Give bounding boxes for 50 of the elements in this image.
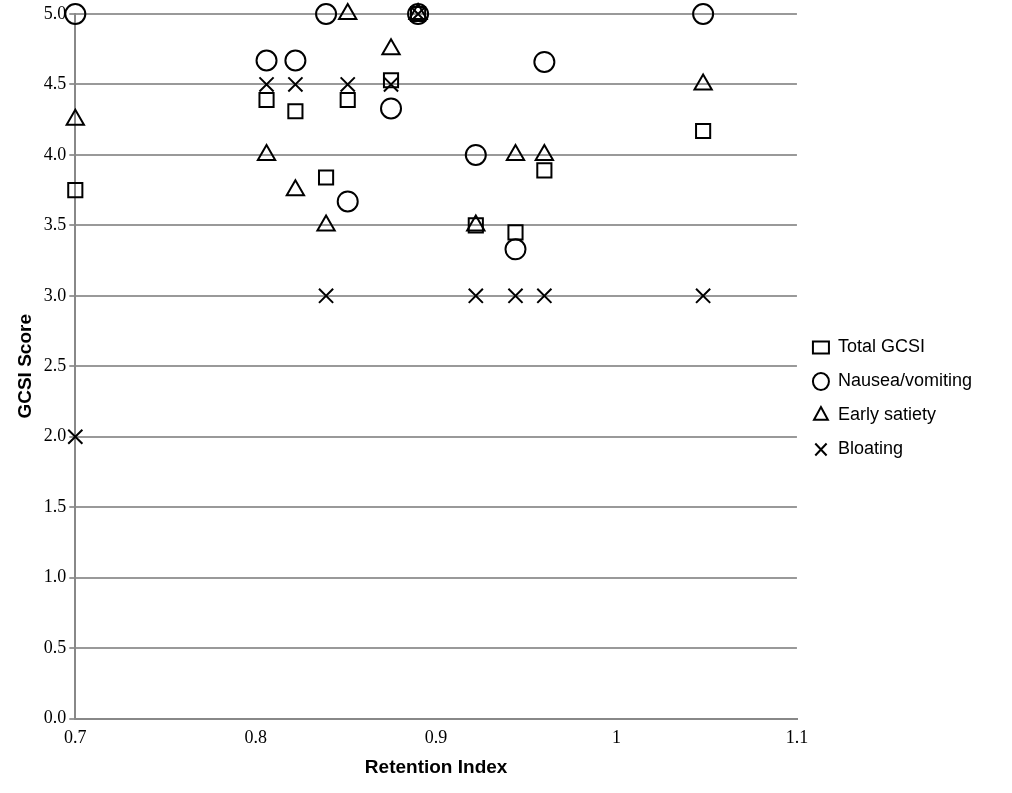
x-tick-label: 1 — [612, 727, 622, 748]
y-tick-label: 3.0 — [43, 284, 67, 305]
y-tick-label: 0.5 — [43, 636, 67, 657]
point — [380, 97, 403, 120]
x-axis-title: Retention Index — [364, 755, 508, 777]
point — [507, 287, 524, 304]
y-tick-label: 4.0 — [43, 143, 67, 164]
y-tick-label: 1.0 — [43, 566, 67, 587]
point — [255, 49, 278, 72]
point — [284, 49, 307, 72]
point — [258, 76, 275, 93]
point — [382, 76, 400, 93]
y-tick-label: 2.0 — [43, 425, 67, 446]
point — [533, 50, 556, 73]
point — [467, 287, 484, 304]
point — [336, 190, 359, 213]
x-tick-label: 0.7 — [64, 727, 87, 748]
legend-label: Bloating — [837, 438, 903, 459]
point — [695, 287, 712, 304]
point — [339, 91, 356, 109]
point — [692, 3, 715, 25]
y-tick-label: 4.5 — [43, 73, 67, 94]
point — [504, 238, 527, 261]
legend-label: Early satiety — [837, 404, 936, 425]
point — [318, 169, 335, 186]
point — [318, 287, 335, 304]
x-tick-label: 0.8 — [244, 727, 267, 748]
point — [67, 428, 84, 445]
y-tick-label: 3.5 — [43, 214, 67, 235]
point — [507, 224, 524, 241]
point — [287, 103, 304, 120]
point — [536, 162, 553, 179]
point — [315, 3, 338, 25]
point — [64, 3, 87, 25]
y-tick-label: 0.0 — [43, 707, 67, 728]
point — [67, 182, 84, 199]
point — [287, 76, 304, 93]
legend-label: Total GCSI — [837, 336, 925, 357]
legend-label: Nausea/vomiting — [837, 370, 973, 391]
point — [258, 91, 275, 109]
x-tick-label: 1.1 — [785, 727, 809, 748]
y-tick-label: 2.5 — [43, 355, 67, 376]
point — [382, 72, 400, 89]
point — [536, 287, 553, 304]
point — [695, 122, 712, 140]
point — [339, 76, 356, 93]
point — [464, 143, 487, 166]
y-tick-label: 1.5 — [43, 495, 67, 516]
x-tick-label: 0.9 — [424, 727, 448, 748]
y-axis-title: GCSI Score — [13, 314, 35, 419]
